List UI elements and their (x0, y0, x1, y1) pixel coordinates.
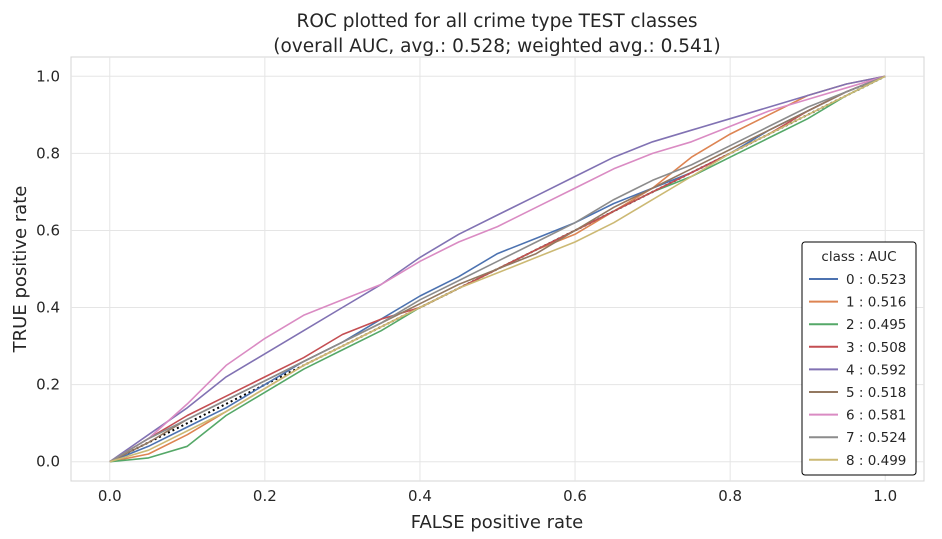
roc-line-class-7 (109, 75, 886, 463)
legend-label: 7 : 0.524 (846, 430, 906, 446)
roc-line-class-0 (109, 75, 886, 463)
x-tick-label: 0.2 (253, 487, 277, 505)
y-tick-label: 0.0 (36, 453, 60, 471)
legend: class : AUC 0 : 0.523 1 : 0.516 2 : 0.495 3… (801, 241, 917, 476)
x-axis-title: FALSE positive rate (411, 512, 583, 533)
y-tick-label: 0.8 (36, 144, 60, 162)
x-tick-label: 0.6 (563, 487, 587, 505)
plot-area (70, 56, 925, 482)
x-tick-label: 0.0 (98, 487, 122, 505)
legend-label: 5 : 0.518 (846, 385, 906, 401)
legend-label: 2 : 0.495 (846, 317, 906, 333)
legend-label: 0 : 0.523 (846, 272, 906, 288)
legend-items: 0 : 0.523 1 : 0.516 2 : 0.495 3 : 0.508 4 : … (809, 272, 906, 469)
y-tick-label: 0.4 (36, 299, 60, 317)
legend-label: 1 : 0.516 (846, 295, 906, 311)
y-tick-label: 1.0 (36, 67, 60, 85)
y-tick-labels: 0.0 0.2 0.4 0.6 0.8 1.0 (36, 67, 60, 470)
y-tick-label: 0.2 (36, 376, 60, 394)
legend-title: class : AUC (821, 249, 896, 265)
y-axis-title: TRUE positive rate (10, 186, 31, 354)
x-tick-label: 0.4 (408, 487, 432, 505)
chart-title: ROC plotted for all crime type TEST clas… (296, 11, 697, 32)
legend-box (801, 241, 917, 476)
legend-label: 4 : 0.592 (846, 362, 906, 378)
series-layer (109, 75, 886, 463)
x-tick-labels: 0.0 0.2 0.4 0.6 0.8 1.0 (98, 487, 897, 505)
legend-label: 8 : 0.499 (846, 453, 906, 469)
x-tick-label: 0.8 (718, 487, 742, 505)
chart-subtitle: (overall AUC, avg.: 0.528; weighted avg.… (273, 36, 721, 57)
y-tick-label: 0.6 (36, 221, 60, 239)
roc-line-class-8 (109, 75, 886, 463)
roc-line-class-6 (109, 75, 886, 463)
x-tick-label: 1.0 (873, 487, 897, 505)
legend-label: 6 : 0.581 (846, 408, 906, 424)
grid-lines (71, 57, 924, 481)
legend-label: 3 : 0.508 (846, 340, 906, 356)
plot-frame (70, 56, 925, 482)
roc-line-class-4 (109, 75, 886, 463)
